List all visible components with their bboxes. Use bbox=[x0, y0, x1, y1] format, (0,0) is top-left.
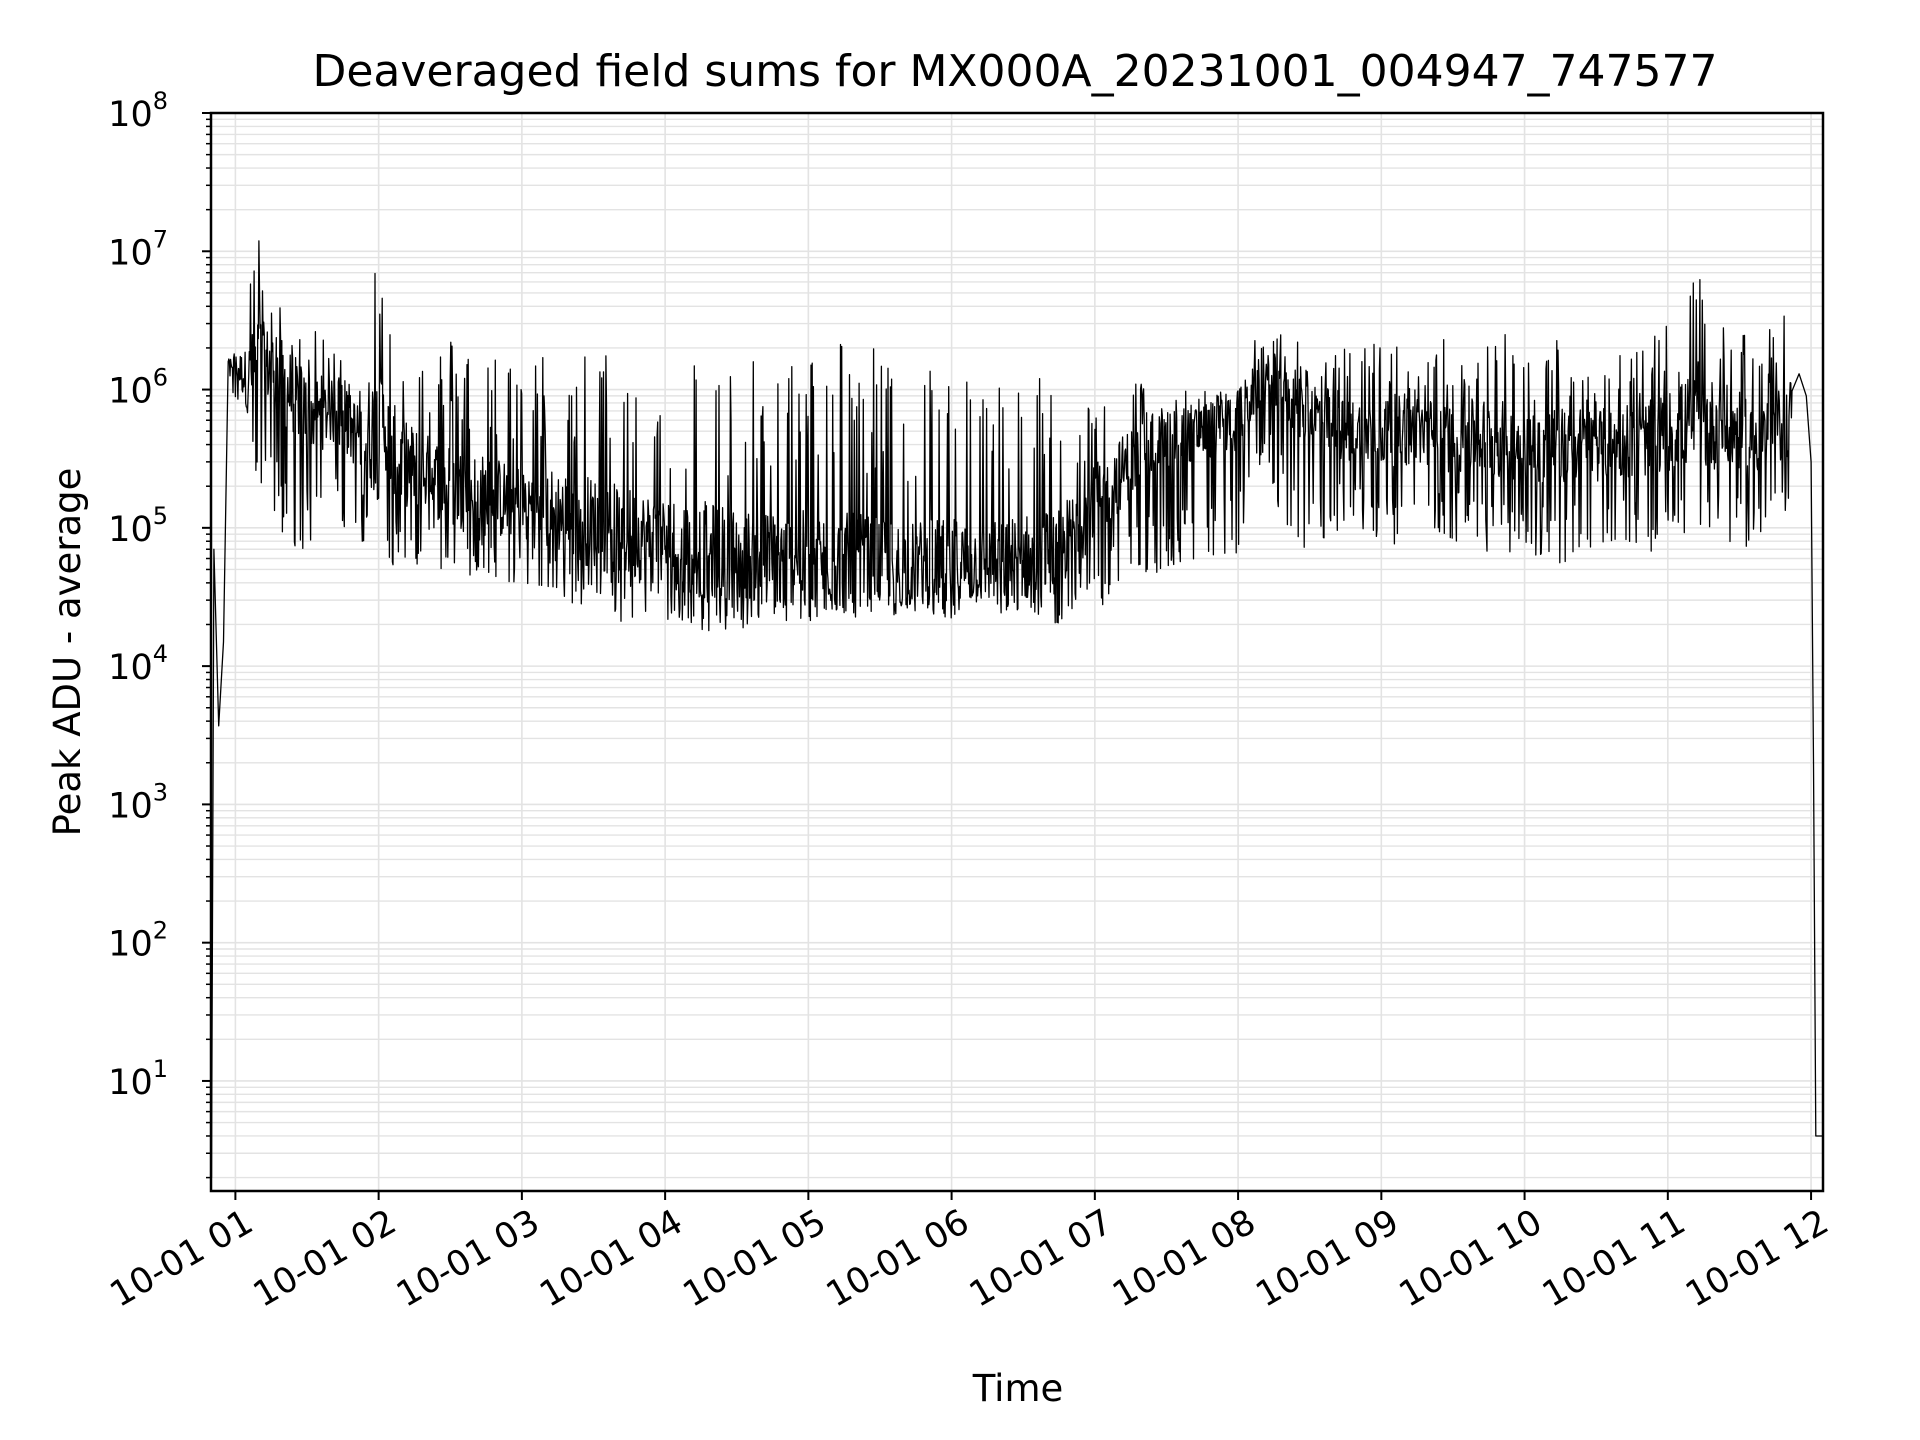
x-tick-label: 10-01 04 bbox=[533, 1202, 689, 1315]
y-tick-label: 108 bbox=[108, 87, 168, 135]
y-tick-label: 103 bbox=[108, 778, 168, 826]
chart-title: Deaveraged field sums for MX000A_2023100… bbox=[312, 46, 1717, 97]
x-axis-label: Time bbox=[972, 1367, 1064, 1410]
y-tick-label: 105 bbox=[108, 502, 168, 550]
plot-frame bbox=[209, 111, 1825, 1193]
x-tick-label: 10-01 11 bbox=[1536, 1202, 1692, 1315]
x-tick-label: 10-01 12 bbox=[1679, 1202, 1835, 1315]
x-tick-label: 10-01 09 bbox=[1250, 1202, 1406, 1315]
x-tick-label: 10-01 03 bbox=[390, 1202, 546, 1315]
x-tick-label: 10-01 05 bbox=[677, 1202, 833, 1315]
x-tick-label: 10-01 10 bbox=[1393, 1202, 1549, 1315]
data-layer bbox=[211, 240, 1823, 1178]
y-tick-label: 101 bbox=[108, 1055, 168, 1103]
x-tick-label: 10-01 08 bbox=[1106, 1202, 1262, 1315]
y-tick-label: 104 bbox=[108, 640, 168, 688]
y-tick-label: 106 bbox=[108, 364, 168, 412]
x-tick-label: 10-01 01 bbox=[104, 1202, 260, 1315]
series-line bbox=[211, 240, 1823, 1178]
x-tick-label: 10-01 07 bbox=[963, 1202, 1119, 1315]
x-tick-label: 10-01 06 bbox=[820, 1202, 976, 1315]
y-tick-label: 107 bbox=[108, 225, 168, 273]
grid-layer bbox=[211, 112, 1823, 1191]
y-axis-label: Peak ADU - average bbox=[46, 468, 89, 837]
x-tick-label: 10-01 02 bbox=[247, 1202, 403, 1315]
y-tick-label: 102 bbox=[108, 917, 168, 965]
